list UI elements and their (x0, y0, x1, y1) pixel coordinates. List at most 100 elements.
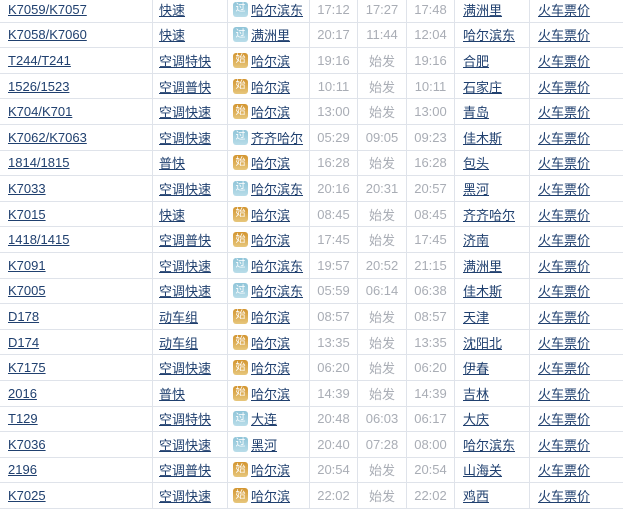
destination-link[interactable]: 佳木斯 (463, 284, 503, 300)
destination-link[interactable]: 大庆 (463, 412, 490, 428)
origin-station-link[interactable]: 哈尔滨 (251, 386, 291, 402)
destination-link[interactable]: 佳木斯 (463, 130, 503, 146)
train-type-link[interactable]: 空调快速 (159, 105, 212, 121)
origin-station-link[interactable]: 哈尔滨 (251, 79, 291, 95)
train-type-link[interactable]: 空调快速 (159, 361, 212, 377)
ticket-price-link[interactable]: 火车票价 (538, 412, 591, 428)
origin-station-link[interactable]: 哈尔滨 (251, 335, 291, 351)
ticket-price-link[interactable]: 火车票价 (538, 28, 591, 44)
origin-station-link[interactable]: 黑河 (251, 437, 278, 453)
ticket-price-link[interactable]: 火车票价 (538, 258, 591, 274)
destination-link[interactable]: 伊春 (463, 361, 490, 377)
ticket-price-link[interactable]: 火车票价 (538, 207, 591, 223)
origin-station-link[interactable]: 哈尔滨 (251, 105, 291, 121)
train-type-link[interactable]: 空调快速 (159, 489, 212, 505)
train-number-link[interactable]: K7025 (8, 488, 46, 504)
train-number-link[interactable]: 1526/1523 (8, 78, 70, 94)
ticket-price-link[interactable]: 火车票价 (538, 463, 591, 479)
destination-link[interactable]: 石家庄 (463, 79, 503, 95)
train-number-link[interactable]: 1418/1415 (8, 232, 70, 248)
train-number-link[interactable]: T244/T241 (8, 52, 71, 68)
train-type-link[interactable]: 空调快速 (159, 130, 212, 146)
ticket-price-link[interactable]: 火车票价 (538, 309, 591, 325)
destination-link[interactable]: 哈尔滨东 (463, 437, 516, 453)
origin-station-link[interactable]: 哈尔滨 (251, 53, 291, 69)
train-number-link[interactable]: K7005 (8, 283, 46, 299)
train-number-link[interactable]: 2196 (8, 462, 37, 478)
origin-station-link[interactable]: 哈尔滨 (251, 489, 291, 505)
origin-station-link[interactable]: 哈尔滨 (251, 309, 291, 325)
ticket-price-link[interactable]: 火车票价 (538, 233, 591, 249)
origin-station-link[interactable]: 哈尔滨 (251, 156, 291, 172)
ticket-price-link[interactable]: 火车票价 (538, 335, 591, 351)
origin-station-link[interactable]: 哈尔滨 (251, 207, 291, 223)
destination-link[interactable]: 齐齐哈尔 (463, 207, 516, 223)
origin-station-link[interactable]: 大连 (251, 412, 278, 428)
origin-station-link[interactable]: 哈尔滨 (251, 463, 291, 479)
destination-link[interactable]: 青岛 (463, 105, 490, 121)
ticket-price-link[interactable]: 火车票价 (538, 181, 591, 197)
train-type-link[interactable]: 空调特快 (159, 53, 212, 69)
origin-station-link[interactable]: 满洲里 (251, 28, 291, 44)
destination-link[interactable]: 山海关 (463, 463, 503, 479)
destination-link[interactable]: 沈阳北 (463, 335, 503, 351)
train-type-link[interactable]: 空调快速 (159, 284, 212, 300)
ticket-price-link[interactable]: 火车票价 (538, 386, 591, 402)
ticket-price-link[interactable]: 火车票价 (538, 79, 591, 95)
origin-station-link[interactable]: 哈尔滨东 (251, 2, 304, 18)
ticket-price-link[interactable]: 火车票价 (538, 437, 591, 453)
destination-link[interactable]: 黑河 (463, 181, 490, 197)
destination-link[interactable]: 满洲里 (463, 258, 503, 274)
train-type-link[interactable]: 空调普快 (159, 233, 212, 249)
destination-link[interactable]: 合肥 (463, 53, 490, 69)
train-number-link[interactable]: D174 (8, 334, 40, 350)
train-number-link[interactable]: D178 (8, 308, 40, 324)
ticket-price-link[interactable]: 火车票价 (538, 361, 591, 377)
train-number-link[interactable]: K704/K701 (8, 104, 73, 120)
ticket-price-link[interactable]: 火车票价 (538, 53, 591, 69)
train-type-link[interactable]: 空调快速 (159, 437, 212, 453)
origin-station-link[interactable]: 哈尔滨 (251, 233, 291, 249)
ticket-price-link[interactable]: 火车票价 (538, 489, 591, 505)
ticket-price-link[interactable]: 火车票价 (538, 156, 591, 172)
ticket-price-link[interactable]: 火车票价 (538, 2, 591, 18)
train-type-link[interactable]: 空调快速 (159, 181, 212, 197)
train-type-link[interactable]: 快速 (159, 28, 186, 44)
destination-link[interactable]: 天津 (463, 309, 490, 325)
train-number-link[interactable]: K7059/K7057 (8, 1, 87, 17)
train-number-link[interactable]: K7062/K7063 (8, 129, 87, 145)
train-type-link[interactable]: 快速 (159, 2, 186, 18)
destination-link[interactable]: 吉林 (463, 386, 490, 402)
train-type-link[interactable]: 空调普快 (159, 463, 212, 479)
origin-station-link[interactable]: 哈尔滨 (251, 361, 291, 377)
ticket-price-link[interactable]: 火车票价 (538, 105, 591, 121)
origin-station-link[interactable]: 齐齐哈尔 (251, 130, 304, 146)
destination-link[interactable]: 包头 (463, 156, 490, 172)
origin-station-link[interactable]: 哈尔滨东 (251, 284, 304, 300)
train-number-link[interactable]: 2016 (8, 385, 37, 401)
train-type-link[interactable]: 动车组 (159, 335, 199, 351)
train-number-link[interactable]: K7175 (8, 360, 46, 376)
train-number-link[interactable]: T129 (8, 411, 38, 427)
destination-link[interactable]: 鸡西 (463, 489, 490, 505)
train-type-link[interactable]: 动车组 (159, 309, 199, 325)
origin-station-link[interactable]: 哈尔滨东 (251, 181, 304, 197)
train-type-link[interactable]: 快速 (159, 207, 186, 223)
train-type-link[interactable]: 普快 (159, 386, 186, 402)
train-number-link[interactable]: K7015 (8, 206, 46, 222)
train-type-link[interactable]: 空调特快 (159, 412, 212, 428)
ticket-price-link[interactable]: 火车票价 (538, 284, 591, 300)
destination-link[interactable]: 哈尔滨东 (463, 28, 516, 44)
train-number-link[interactable]: K7036 (8, 436, 46, 452)
train-number-link[interactable]: 1814/1815 (8, 155, 70, 171)
train-number-link[interactable]: K7058/K7060 (8, 27, 87, 43)
train-type-link[interactable]: 空调普快 (159, 79, 212, 95)
train-type-link[interactable]: 普快 (159, 156, 186, 172)
origin-station-link[interactable]: 哈尔滨东 (251, 258, 304, 274)
destination-link[interactable]: 满洲里 (463, 2, 503, 18)
train-number-link[interactable]: K7091 (8, 257, 46, 273)
destination-link[interactable]: 济南 (463, 233, 490, 249)
train-number-link[interactable]: K7033 (8, 180, 46, 196)
ticket-price-link[interactable]: 火车票价 (538, 130, 591, 146)
train-type-link[interactable]: 空调快速 (159, 258, 212, 274)
